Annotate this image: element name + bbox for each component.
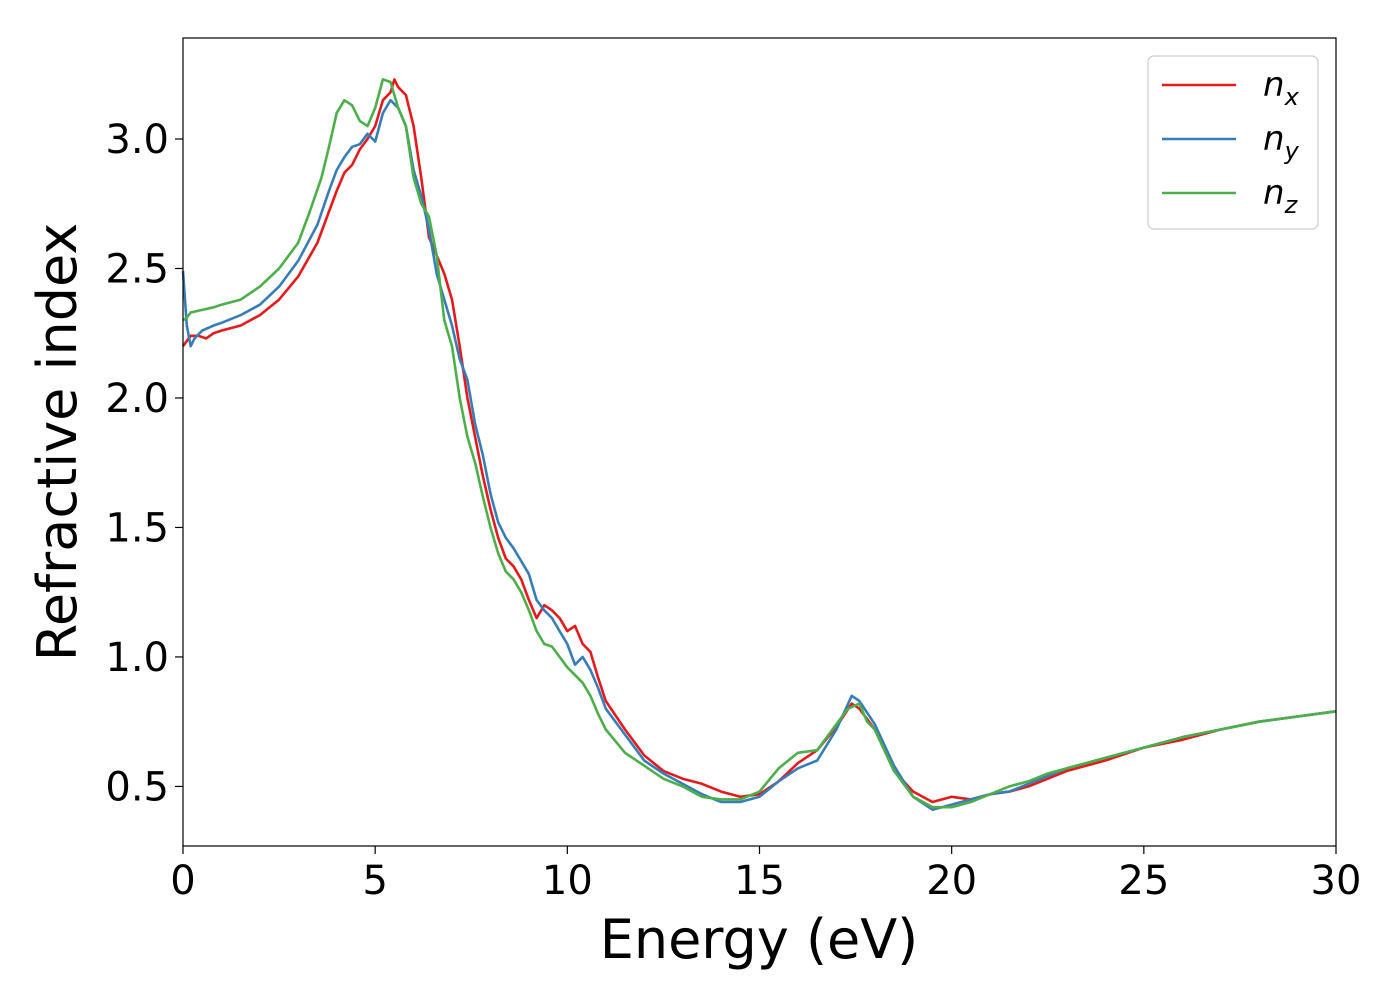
legend-label-subscript: x [1284, 83, 1300, 111]
legend-label-base: n [1263, 173, 1285, 213]
legend-label-y: ny [1263, 119, 1300, 165]
y-tick-label: 0.5 [105, 764, 169, 810]
legend-label-x: nx [1263, 65, 1300, 111]
x-tick-label: 5 [362, 858, 387, 904]
x-tick-label: 30 [1311, 858, 1362, 904]
series-line-z [182, 78, 1337, 809]
x-tick-label: 15 [734, 858, 785, 904]
x-tick-label: 10 [542, 858, 593, 904]
plot-background [183, 38, 1336, 846]
x-tick-label: 25 [1118, 858, 1169, 904]
y-tick-label: 1.5 [105, 505, 169, 551]
x-axis-label: Energy (eV) [600, 908, 919, 971]
series-line-x [181, 78, 1337, 804]
y-tick-label: 2.0 [105, 376, 169, 422]
legend-label-base: n [1263, 65, 1285, 105]
legend-label-base: n [1263, 119, 1285, 159]
legend-box [1147, 55, 1319, 230]
y-tick-label: 1.0 [105, 635, 169, 681]
y-tick-label: 3.0 [105, 117, 169, 163]
series-layer [181, 78, 1337, 811]
y-axis-ticks: 0.5 1.0 1.5 2.0 2.5 3.0 [105, 117, 183, 810]
legend-label-z: nz [1263, 173, 1299, 219]
legend-label-subscript: z [1284, 191, 1299, 219]
y-axis-label: Refractive index [26, 223, 89, 662]
x-axis-ticks: 0 5 10 15 20 25 30 [170, 846, 1361, 904]
legend-label-subscript: y [1284, 137, 1300, 165]
x-tick-label: 20 [926, 858, 977, 904]
y-tick-label: 2.5 [105, 246, 169, 292]
x-tick-label: 0 [170, 858, 195, 904]
